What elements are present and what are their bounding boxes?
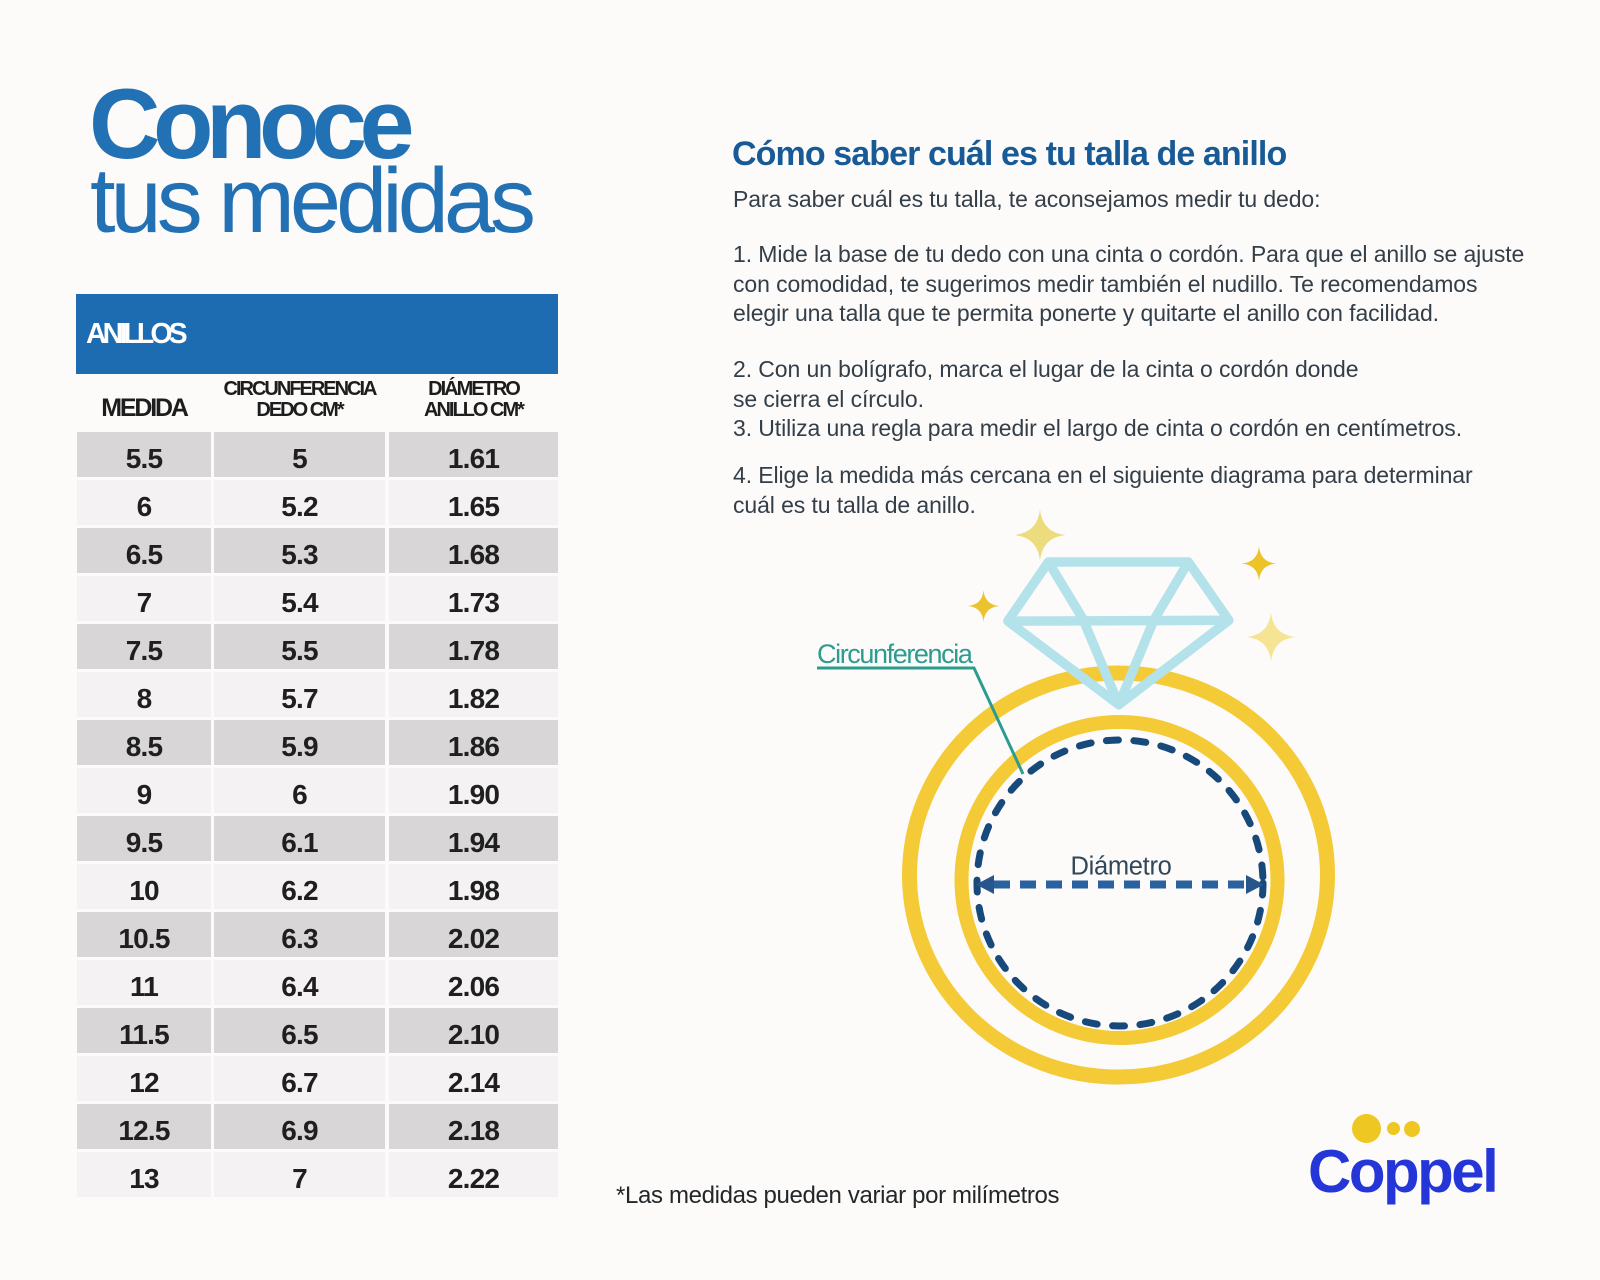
svg-text:Diámetro: Diámetro: [1070, 853, 1171, 881]
svg-text:Circunferencia: Circunferencia: [817, 639, 974, 669]
